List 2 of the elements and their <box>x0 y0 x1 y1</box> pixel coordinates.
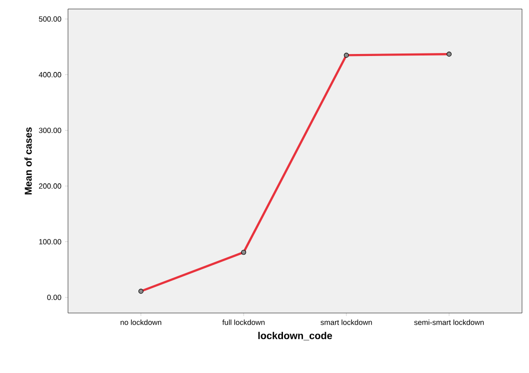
x-axis-title: lockdown_code <box>258 332 332 340</box>
y-axis-title: Mean of cases <box>24 127 32 194</box>
